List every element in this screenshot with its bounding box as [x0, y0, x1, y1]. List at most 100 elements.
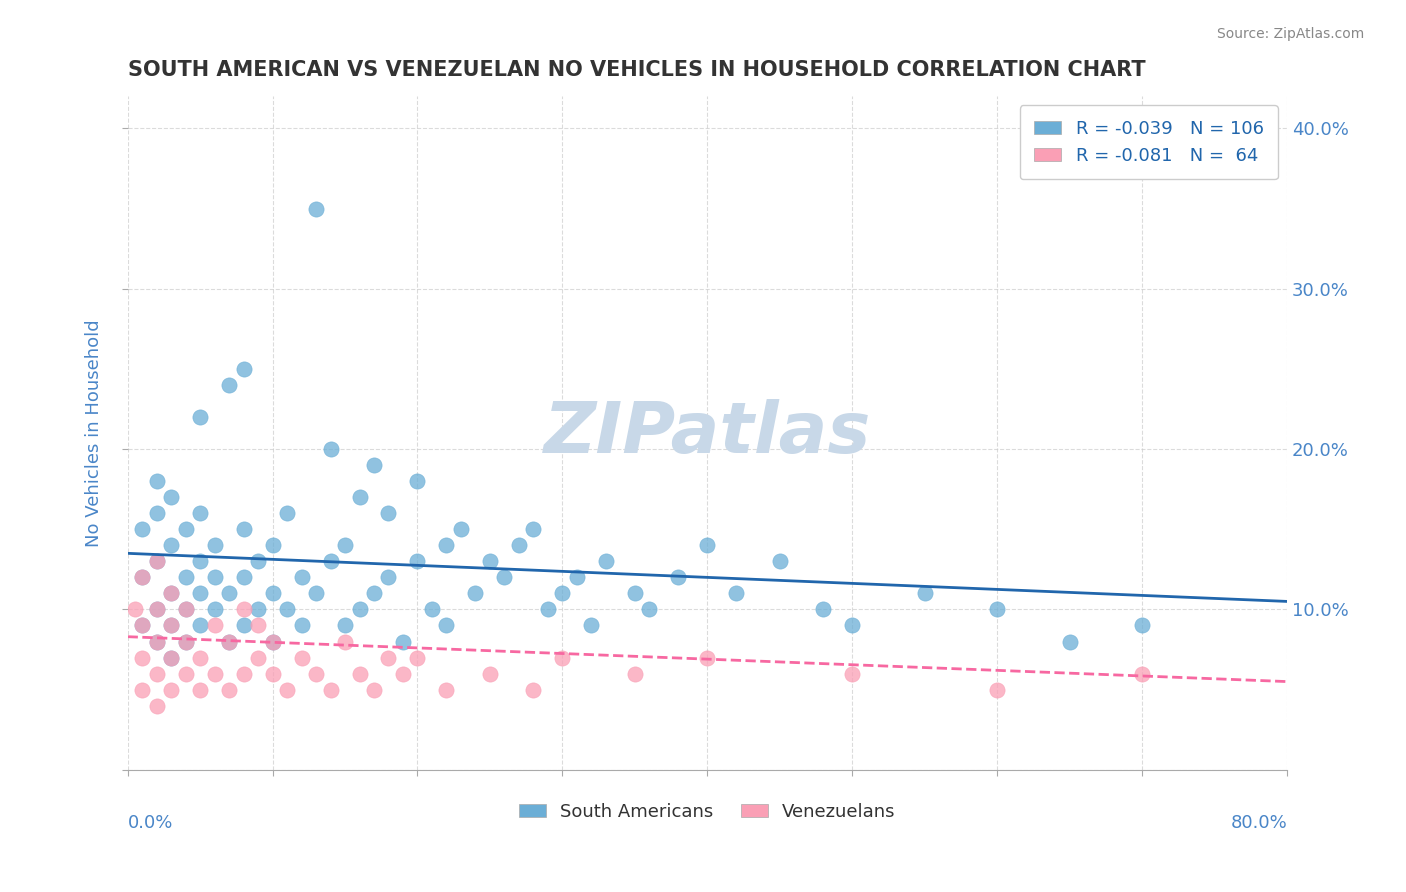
Point [131, 618, 153, 632]
Point [813, 602, 835, 616]
Point [406, 554, 429, 568]
Point [522, 682, 544, 697]
Point [319, 554, 342, 568]
Point [218, 682, 240, 697]
Point [450, 522, 472, 536]
Point [392, 634, 415, 648]
Point [333, 634, 356, 648]
Point [436, 682, 458, 697]
Point [232, 666, 254, 681]
Point [986, 602, 1008, 616]
Point [262, 634, 284, 648]
Point [262, 666, 284, 681]
Point [145, 666, 167, 681]
Point [131, 618, 153, 632]
Point [232, 522, 254, 536]
Point [232, 362, 254, 376]
Point [160, 586, 183, 600]
Point [464, 586, 486, 600]
Legend: South Americans, Venezuelans: South Americans, Venezuelans [512, 796, 903, 828]
Point [276, 506, 298, 520]
Point [290, 618, 312, 632]
Point [262, 634, 284, 648]
Point [145, 506, 167, 520]
Point [478, 554, 501, 568]
Point [696, 538, 718, 552]
Point [305, 666, 328, 681]
Point [247, 602, 270, 616]
Point [349, 490, 371, 504]
Point [305, 586, 328, 600]
Point [188, 682, 211, 697]
Point [160, 618, 183, 632]
Point [174, 522, 197, 536]
Point [551, 586, 574, 600]
Point [769, 554, 792, 568]
Point [276, 682, 298, 697]
Point [522, 522, 544, 536]
Point [145, 602, 167, 616]
Point [232, 602, 254, 616]
Point [247, 554, 270, 568]
Point [624, 666, 647, 681]
Point [145, 602, 167, 616]
Point [551, 650, 574, 665]
Point [1059, 634, 1081, 648]
Point [914, 586, 936, 600]
Point [494, 570, 516, 584]
Point [188, 586, 211, 600]
Point [392, 666, 415, 681]
Point [537, 602, 560, 616]
Point [363, 586, 385, 600]
Point [218, 634, 240, 648]
Point [131, 522, 153, 536]
Point [131, 570, 153, 584]
Point [174, 602, 197, 616]
Point [377, 650, 399, 665]
Point [841, 666, 863, 681]
Point [247, 618, 270, 632]
Point [145, 634, 167, 648]
Point [363, 458, 385, 472]
Text: 0.0%: 0.0% [128, 814, 173, 831]
Point [595, 554, 617, 568]
Point [160, 490, 183, 504]
Point [696, 650, 718, 665]
Point [188, 554, 211, 568]
Point [290, 650, 312, 665]
Point [666, 570, 689, 584]
Point [319, 442, 342, 457]
Point [406, 650, 429, 665]
Point [986, 682, 1008, 697]
Point [377, 506, 399, 520]
Point [333, 538, 356, 552]
Point [624, 586, 647, 600]
Point [145, 634, 167, 648]
Point [406, 474, 429, 488]
Point [841, 618, 863, 632]
Point [333, 618, 356, 632]
Point [420, 602, 443, 616]
Point [290, 570, 312, 584]
Point [638, 602, 661, 616]
Point [232, 570, 254, 584]
Point [174, 602, 197, 616]
Point [145, 554, 167, 568]
Point [160, 586, 183, 600]
Point [436, 618, 458, 632]
Point [218, 586, 240, 600]
Point [204, 538, 226, 552]
Point [204, 666, 226, 681]
Point [160, 618, 183, 632]
Text: Source: ZipAtlas.com: Source: ZipAtlas.com [1216, 27, 1364, 41]
Point [363, 682, 385, 697]
Point [565, 570, 588, 584]
Point [145, 554, 167, 568]
Point [174, 634, 197, 648]
Point [145, 474, 167, 488]
Point [247, 650, 270, 665]
Point [174, 666, 197, 681]
Point [276, 602, 298, 616]
Point [131, 570, 153, 584]
Text: SOUTH AMERICAN VS VENEZUELAN NO VEHICLES IN HOUSEHOLD CORRELATION CHART: SOUTH AMERICAN VS VENEZUELAN NO VEHICLES… [128, 60, 1146, 79]
